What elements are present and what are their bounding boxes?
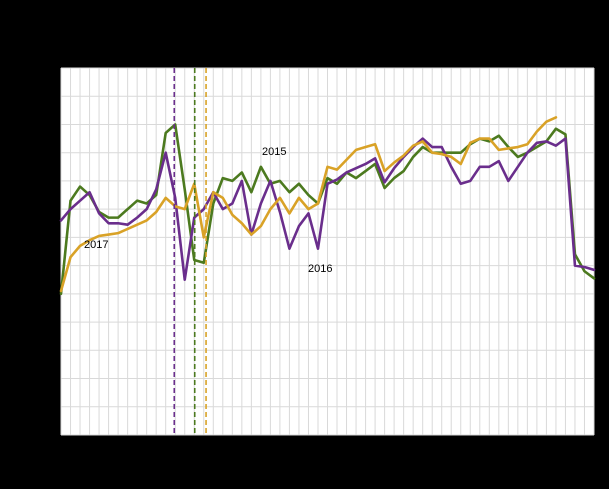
svg-text:2017: 2017 xyxy=(84,239,108,251)
svg-text:2015: 2015 xyxy=(262,146,286,158)
svg-text:2016: 2016 xyxy=(308,263,332,275)
